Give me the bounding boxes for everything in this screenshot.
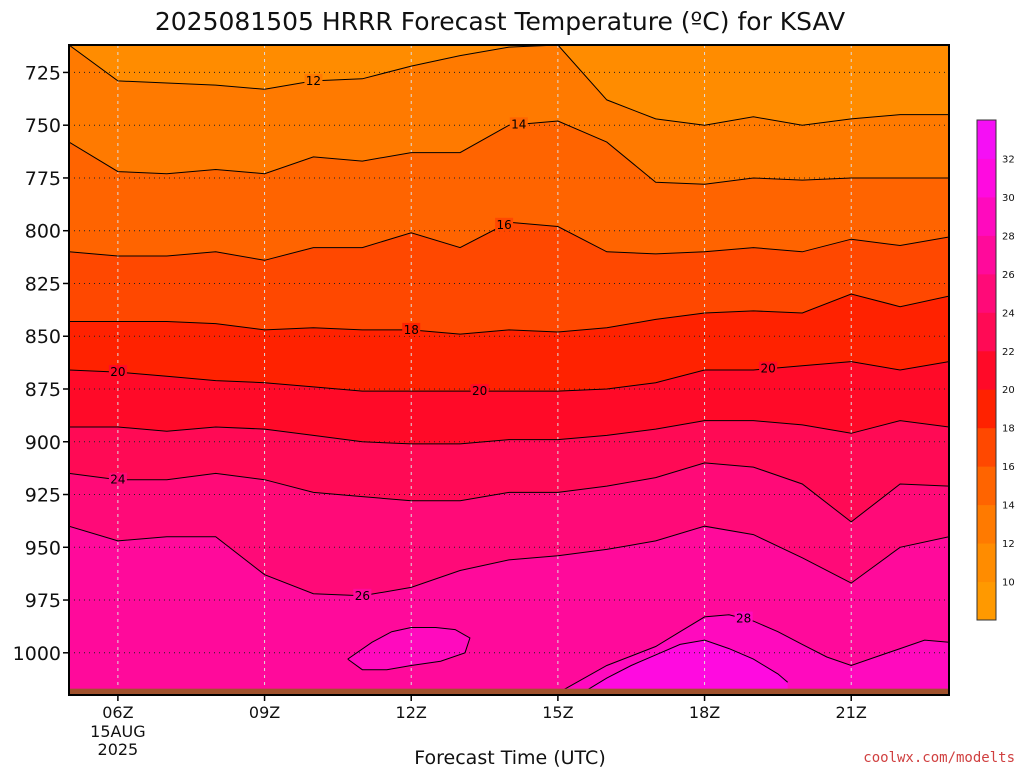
x-date-label: 15AUG (90, 722, 145, 741)
x-tick-label: 09Z (249, 703, 280, 722)
y-tick-label: 975 (25, 590, 61, 612)
contour-line-18 (69, 293, 949, 335)
contour-line-30 (582, 639, 789, 694)
y-tick-label: 850 (25, 326, 61, 348)
colorbar-tick-label: 16 (1002, 462, 1015, 473)
x-date-label: 2025 (98, 740, 139, 759)
y-tick-label: 800 (25, 221, 61, 243)
contour-label-bg (734, 611, 753, 625)
contour-label: 14 (511, 117, 526, 131)
colorbar-segment (977, 196, 996, 236)
colorbar-tick-label: 20 (1002, 385, 1015, 396)
x-tick-label: 21Z (836, 703, 867, 722)
colorbar-segment (977, 158, 996, 198)
contour-lines: 12 14 16 18 20 20 20 24 26 28 (69, 45, 949, 694)
colorbar-segment (977, 581, 996, 621)
contour-label-bg (108, 365, 127, 379)
y-axis: 725 750 775 800 825 850 875 900 925 950 975 1000 (13, 62, 69, 665)
temperature-band (69, 361, 949, 444)
contour-label: 24 (110, 473, 125, 487)
contour-label: 20 (110, 365, 125, 379)
contour-line-12 (69, 45, 949, 126)
y-tick-label: 750 (25, 115, 61, 137)
contour-line-20 (69, 361, 949, 392)
y-tick-label: 1000 (13, 643, 61, 665)
colorbar-tick-label: 26 (1002, 270, 1015, 281)
y-tick-label: 825 (25, 273, 61, 295)
x-tick-label: 06Z (102, 703, 133, 722)
temperature-band (69, 462, 949, 596)
plot-frame (68, 44, 950, 696)
colorbar-tick-label: 30 (1002, 193, 1015, 204)
contour-label: 12 (306, 74, 321, 88)
temperature-band (347, 627, 470, 670)
contour-label: 18 (404, 323, 419, 337)
colorbar-segment (977, 543, 996, 583)
contour-label-bg (402, 322, 421, 336)
contour-label-bg (759, 361, 778, 375)
colorbar-segment (977, 466, 996, 506)
temperature-band (69, 420, 949, 522)
colorbar-segment (977, 504, 996, 544)
y-tick-label: 925 (25, 485, 61, 507)
y-tick-label: 875 (25, 379, 61, 401)
contour-label: 16 (496, 218, 511, 232)
colorbar-segment (977, 350, 996, 390)
contour-line-28 (347, 627, 471, 671)
chart-title: 2025081505 HRRR Forecast Temperature (ºC… (155, 7, 845, 36)
temperature-band (69, 294, 949, 392)
x-tick-label: 18Z (689, 703, 720, 722)
colorbar-segment (977, 427, 996, 467)
colorbar-tick-label: 24 (1002, 308, 1015, 319)
colorbar-segment (977, 120, 996, 159)
colorbar-segment (977, 273, 996, 313)
x-tick-label: 15Z (542, 703, 573, 722)
temperature-band (69, 45, 949, 185)
plot-area: 12 14 16 18 20 20 20 24 26 28 (69, 45, 949, 695)
colorbar-tick-label: 12 (1002, 539, 1015, 550)
contour-label: 20 (472, 384, 487, 398)
contour-line-22 (69, 420, 949, 445)
colorbar-tick-label: 14 (1002, 501, 1015, 512)
colorbar-tick-label: 22 (1002, 347, 1015, 358)
credit-link[interactable]: coolwx.com/modelts (863, 750, 1015, 766)
contour-label-bg (353, 588, 372, 602)
contour-label-bg (470, 384, 489, 398)
y-tick-label: 775 (25, 168, 61, 190)
contour-label-bg (304, 73, 323, 87)
contour-label-bg (509, 117, 528, 131)
contour-line-28 (557, 614, 949, 694)
y-tick-label: 725 (25, 62, 61, 84)
y-tick-label: 900 (25, 432, 61, 454)
contour-label: 20 (760, 362, 775, 376)
colorbar-segment (977, 389, 996, 429)
x-tick-label: 12Z (396, 703, 427, 722)
contour-label: 26 (355, 589, 370, 603)
colorbar-tick-label: 32 (1002, 154, 1015, 165)
temperature-band (69, 121, 949, 261)
contour-label-bg (495, 217, 514, 231)
ground-surface (69, 688, 949, 695)
contour-line-14 (69, 120, 949, 185)
contour-label-bg (108, 472, 127, 486)
contour-line-24 (69, 462, 949, 523)
temperature-band (582, 640, 788, 695)
contour-label: 28 (736, 612, 751, 626)
colorbar-tick-label: 28 (1002, 231, 1015, 242)
colorbar-tick-label: 10 (1002, 578, 1015, 589)
colorbar-segment (977, 235, 996, 275)
colorbar-tick-label: 18 (1002, 424, 1015, 435)
temperature-band (69, 222, 949, 335)
x-axis-label: Forecast Time (UTC) (414, 747, 605, 768)
colorbar: 10 12 14 16 18 20 22 24 26 28 30 32 (976, 119, 1015, 621)
temperature-band (69, 45, 949, 126)
colorbar-segment (977, 312, 996, 352)
contour-line-26 (69, 525, 949, 597)
y-tick-label: 950 (25, 537, 61, 559)
temperature-bands (69, 45, 949, 695)
colorbar-frame (976, 119, 997, 621)
